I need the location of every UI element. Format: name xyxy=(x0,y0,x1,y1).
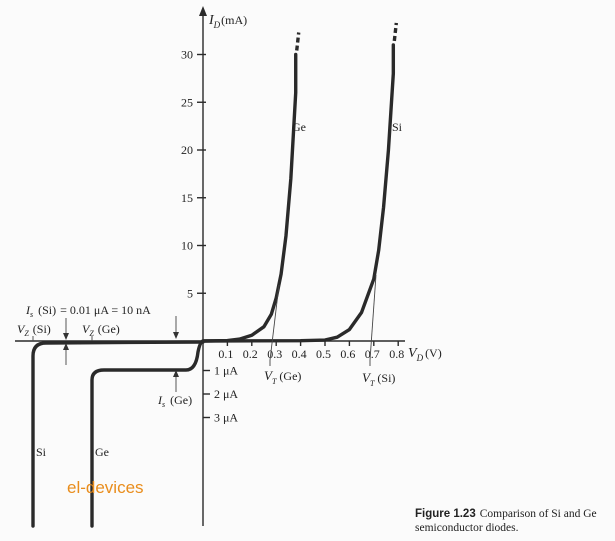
vt-si-label: VT (Si) xyxy=(362,370,395,388)
x-tick-label: 0.7 xyxy=(365,347,380,361)
curve-break-ge xyxy=(295,32,301,51)
x-tick-label: 0.8 xyxy=(389,347,404,361)
is-ge-arrow-down-head xyxy=(173,332,179,339)
neg-tick-label: 3 μA xyxy=(214,411,238,425)
neg-tick-label: 2 μA xyxy=(214,387,238,401)
y-axis-label: ID(mA) xyxy=(208,13,247,30)
vt-ge-tangent xyxy=(269,284,280,361)
x-tick-label: 0.3 xyxy=(267,347,282,361)
vz-ge-label: VZ (Ge) xyxy=(82,322,120,338)
figure-number: Figure 1.23 xyxy=(415,508,476,520)
y-tick-label: 20 xyxy=(181,143,193,157)
curve-si xyxy=(31,43,396,528)
y-tick-label: 30 xyxy=(181,48,193,62)
ge-forward-label: Ge xyxy=(292,120,306,134)
x-tick-label: 0.1 xyxy=(218,347,233,361)
x-tick-label: 0.5 xyxy=(316,347,331,361)
si-forward-label: Si xyxy=(392,120,403,134)
x-axis-label: VD (V) xyxy=(408,346,442,363)
vz-si-label: VZ (Si) xyxy=(17,322,51,338)
x-tick-label: 0.6 xyxy=(340,347,355,361)
is-si-annotation: Is (Si) = 0.01 μA = 10 nA xyxy=(25,303,151,319)
y-tick-label: 25 xyxy=(181,95,193,109)
is-ge-arrow-up-head xyxy=(173,370,179,377)
figure-caption: Figure 1.23 Comparison of Si and Ge semic… xyxy=(415,507,615,535)
y-tick-label: 15 xyxy=(181,191,193,205)
x-tick-label: 0.2 xyxy=(243,347,258,361)
si-reverse-label: Si xyxy=(36,445,47,459)
ge-reverse-label: Ge xyxy=(95,445,109,459)
vt-si-tangent xyxy=(369,274,377,361)
curve-ge xyxy=(90,52,298,528)
y-tick-label: 5 xyxy=(187,286,193,300)
vt-ge-label: VT (Ge) xyxy=(264,368,301,386)
neg-tick-label: 1 μA xyxy=(214,364,238,378)
y-axis-arrow xyxy=(199,6,207,16)
is-si-arrow-up-head xyxy=(63,343,69,350)
curve-break-si xyxy=(392,22,399,42)
is-ge-annotation: Is (Ge) xyxy=(157,393,192,409)
x-tick-label: 0.4 xyxy=(292,347,307,361)
figure-caption-text: Comparison of Si and Ge semiconductor di… xyxy=(415,508,597,534)
is-si-arrow-down-head xyxy=(63,333,69,340)
y-tick-label: 10 xyxy=(181,239,193,253)
watermark-text: el-devices xyxy=(67,478,144,497)
